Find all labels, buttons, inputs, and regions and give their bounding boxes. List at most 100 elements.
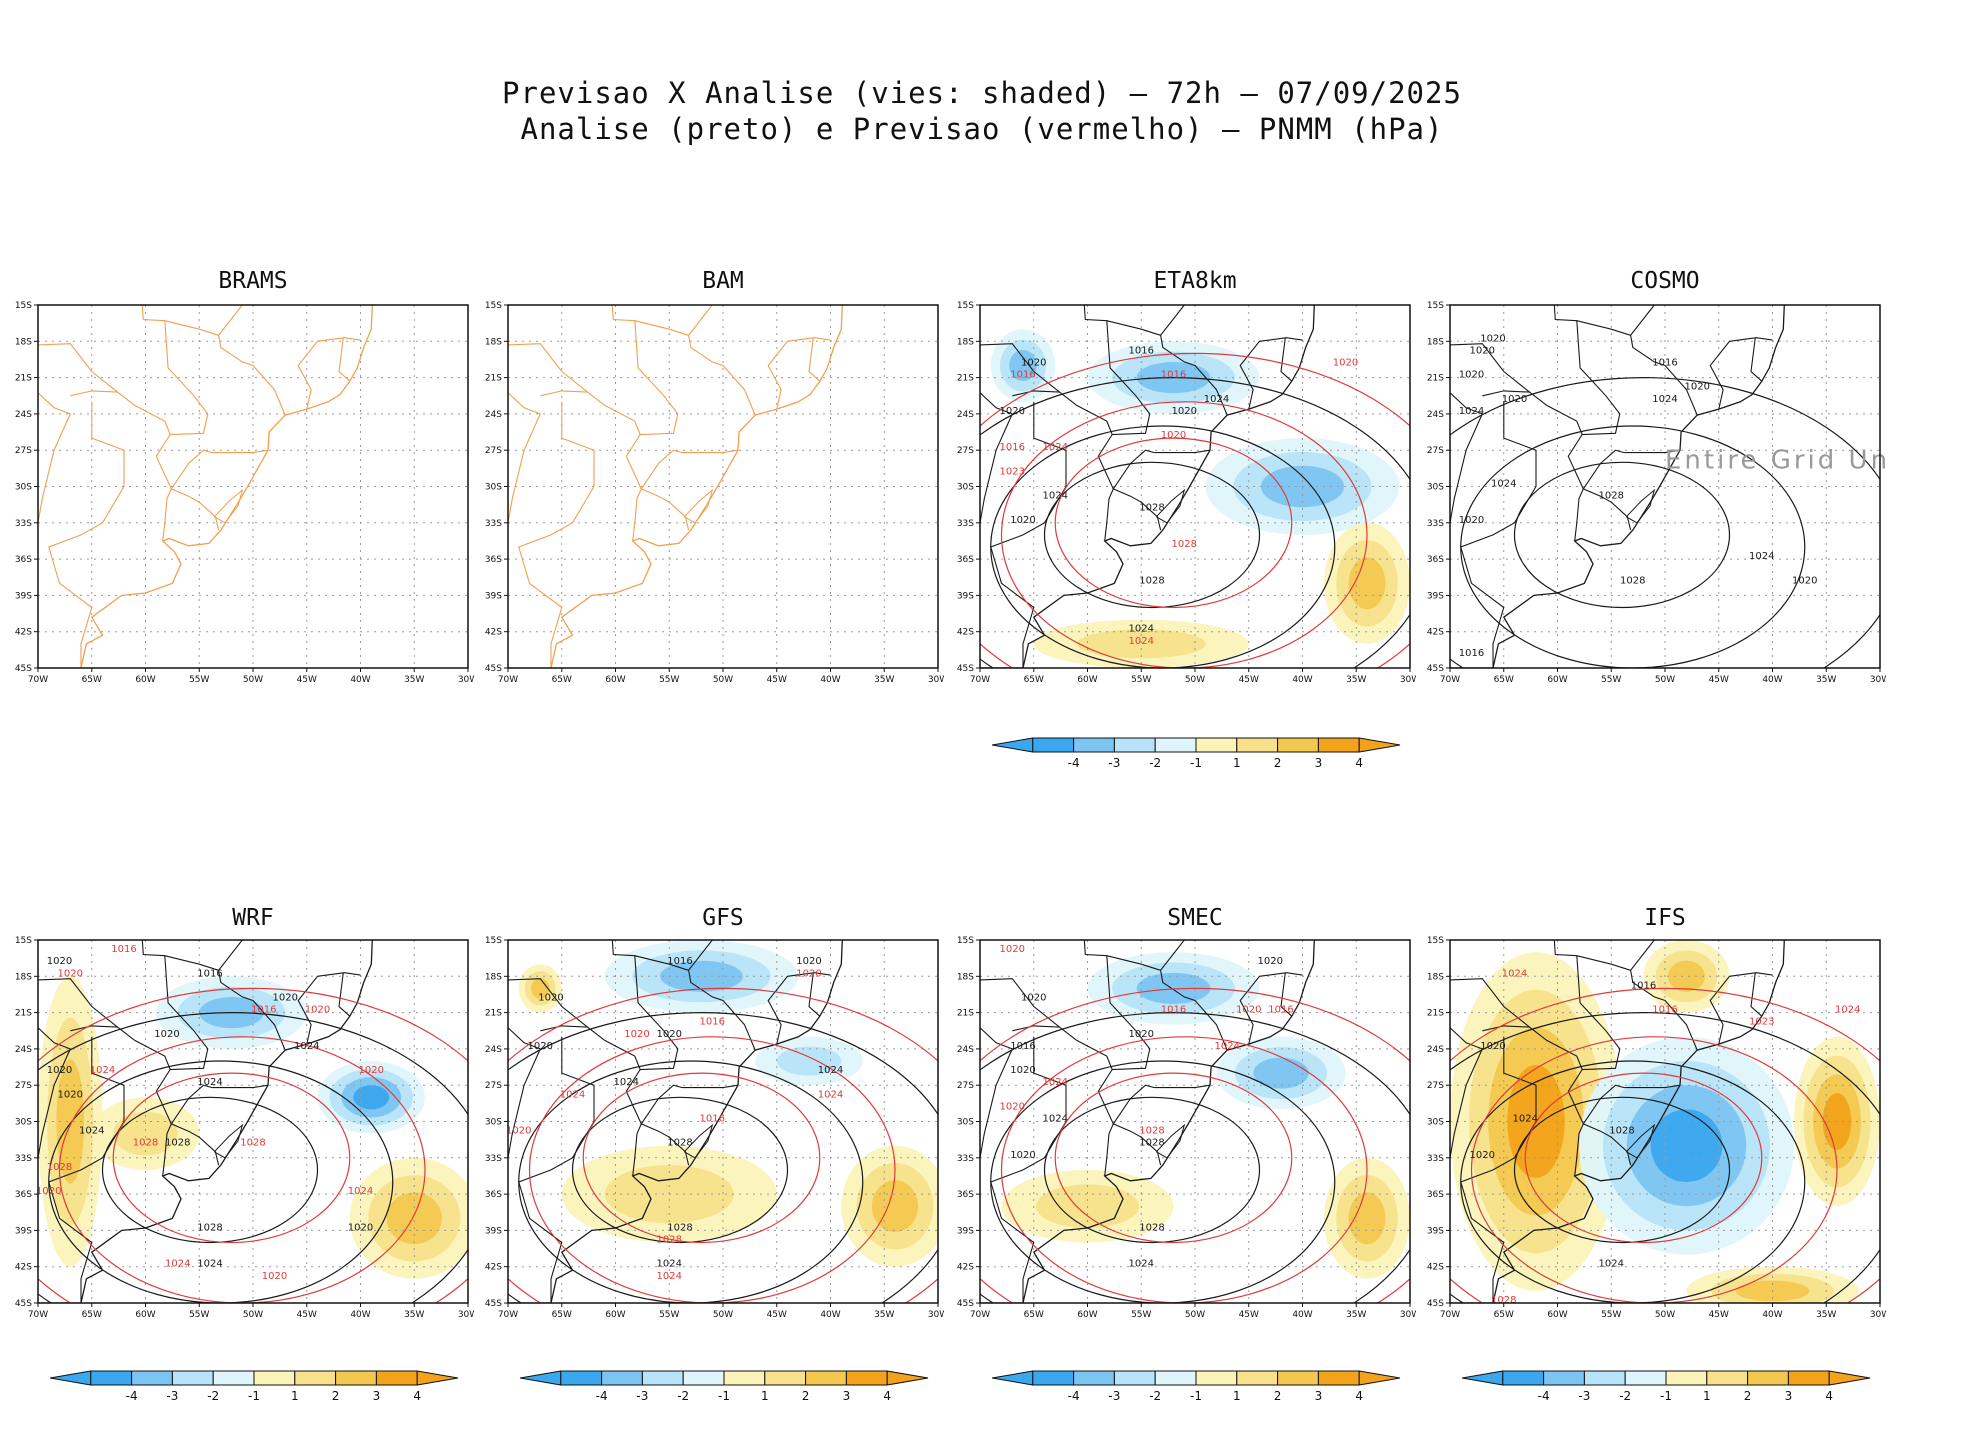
colorbar-tick-label: -4 (1068, 756, 1080, 770)
y-tick-label: 15S (1427, 936, 1444, 946)
colorbar-extend-max (886, 1370, 929, 1386)
forecast-contour-label: 1016 (700, 1017, 725, 1028)
analysis-contour-label: 1016 (1631, 980, 1656, 991)
y-tick-label: 21S (1427, 1009, 1444, 1019)
y-tick-label: 15S (15, 301, 32, 311)
y-tick-label: 36S (957, 555, 974, 565)
colorbar-tick-label: 2 (1274, 756, 1282, 770)
forecast-contour-label: 1024 (560, 1089, 585, 1100)
analysis-contour-label: 1024 (197, 1077, 222, 1088)
y-tick-label: 21S (1427, 374, 1444, 384)
colorbar-swatch (375, 1370, 418, 1386)
forecast-contour-label: 1028 (1491, 1295, 1516, 1306)
colorbar-tick-label: -1 (1190, 756, 1202, 770)
x-tick-label: 30W (1400, 675, 1416, 685)
country-border (155, 434, 172, 490)
forecast-contour-label: 1016 (1268, 1005, 1293, 1016)
bias-shade-0-level--3 (660, 960, 743, 992)
x-tick-label: 60W (135, 1310, 155, 1320)
analysis-contour-label: 1020 (528, 1041, 553, 1052)
forecast-contour-label: 1020 (359, 1065, 384, 1076)
country-border (1750, 972, 1763, 1017)
colorbar-tick-label: -3 (1108, 1389, 1120, 1403)
y-tick-label: 45S (485, 664, 502, 674)
analysis-contour-label: 1028 (1139, 1222, 1164, 1233)
x-tick-label: 70W (498, 675, 518, 685)
y-tick-label: 42S (957, 1263, 974, 1273)
country-border (338, 337, 351, 382)
x-tick-label: 35W (1346, 675, 1366, 685)
isobar-forecast-1020 (980, 352, 1410, 668)
coastline (980, 940, 1315, 1303)
x-tick-label: 70W (1440, 675, 1460, 685)
x-tick-label: 45W (297, 675, 317, 685)
analysis-contour-label: 1024 (1204, 394, 1229, 405)
y-tick-label: 36S (1427, 1190, 1444, 1200)
y-tick-label: 24S (1427, 1045, 1444, 1055)
colorbar-extend-min (520, 1370, 562, 1386)
forecast-contour-label: 1024 (1043, 442, 1068, 453)
colorbar-swatch (131, 1370, 173, 1386)
isobar-analysis-1028 (1043, 461, 1261, 609)
x-tick-label: 35W (1816, 675, 1836, 685)
forecast-contour-label: 1020 (506, 1126, 531, 1137)
colorbar-gfs: -4 -3 -2 -1 1 2 3 4 (520, 1370, 929, 1403)
colorbar-tick-label: -2 (1619, 1389, 1631, 1403)
country-border (625, 1069, 642, 1125)
country-border (1012, 390, 1060, 397)
y-tick-label: 15S (957, 936, 974, 946)
colorbar-tick-label: -3 (166, 1389, 178, 1403)
isobar-forecast-1028 (1524, 1072, 1763, 1244)
country-border (634, 320, 689, 336)
colorbar-wrf: -4 -3 -2 -1 1 2 3 4 (50, 1370, 459, 1403)
country-border (1450, 305, 1621, 436)
country-border (1582, 449, 1625, 490)
y-tick-label: 30S (15, 483, 32, 493)
country-border (1154, 449, 1211, 454)
x-tick-label: 50W (1655, 675, 1675, 685)
y-tick-label: 27S (1427, 446, 1444, 456)
colorbar-swatch (335, 1370, 377, 1386)
isobar-analysis-1020 (1450, 1012, 1880, 1303)
forecast-contour-label: 1024 (1043, 1077, 1068, 1088)
analysis-contour-label: 1028 (667, 1222, 692, 1233)
forecast-contour-label: 1028 (133, 1138, 158, 1149)
country-border (38, 305, 209, 436)
x-tick-label: 55W (189, 675, 209, 685)
y-tick-label: 15S (485, 301, 502, 311)
isobar-analysis-1020 (980, 1012, 1410, 1303)
lagoon-outline (1625, 1123, 1656, 1159)
x-tick-label: 40W (1762, 675, 1782, 685)
y-tick-label: 36S (1427, 555, 1444, 565)
colorbar-tick-label: 3 (1315, 1389, 1323, 1403)
colorbar-swatch (601, 1370, 643, 1386)
y-tick-label: 33S (15, 519, 32, 529)
y-tick-label: 27S (957, 446, 974, 456)
country-border (1574, 488, 1632, 542)
colorbar-tick-label: 3 (1785, 1389, 1793, 1403)
analysis-contour-label: 1024 (1129, 1259, 1154, 1270)
country-border (1280, 972, 1293, 1017)
colorbar-swatch (1113, 737, 1156, 753)
forecast-contour-label: 1024 (657, 1271, 682, 1282)
forecast-contour-label: 1016 (1010, 370, 1035, 381)
x-tick-label: 50W (1185, 675, 1205, 685)
country-border (162, 488, 220, 542)
y-tick-label: 45S (957, 1299, 974, 1309)
coastline (38, 305, 373, 668)
y-tick-label: 18S (485, 337, 502, 347)
country-border (155, 1069, 172, 1125)
y-tick-label: 18S (485, 972, 502, 982)
colorbar-tick-label: -2 (207, 1389, 219, 1403)
bias-shade-4-level-3 (1348, 557, 1386, 610)
colorbar-swatch (1154, 1370, 1197, 1386)
x-tick-label: 35W (874, 675, 894, 685)
coastline (1450, 940, 1785, 1303)
colorbar-tick-label: 3 (843, 1389, 851, 1403)
isobar-analysis-1024 (990, 425, 1336, 668)
y-tick-label: 42S (1427, 628, 1444, 638)
analysis-contour-label: 1024 (614, 1077, 639, 1088)
isobar-analysis-1024 (48, 1060, 394, 1303)
forecast-contour-label: 1020 (796, 968, 821, 979)
forecast-contour-label: 1016 (1652, 1005, 1677, 1016)
